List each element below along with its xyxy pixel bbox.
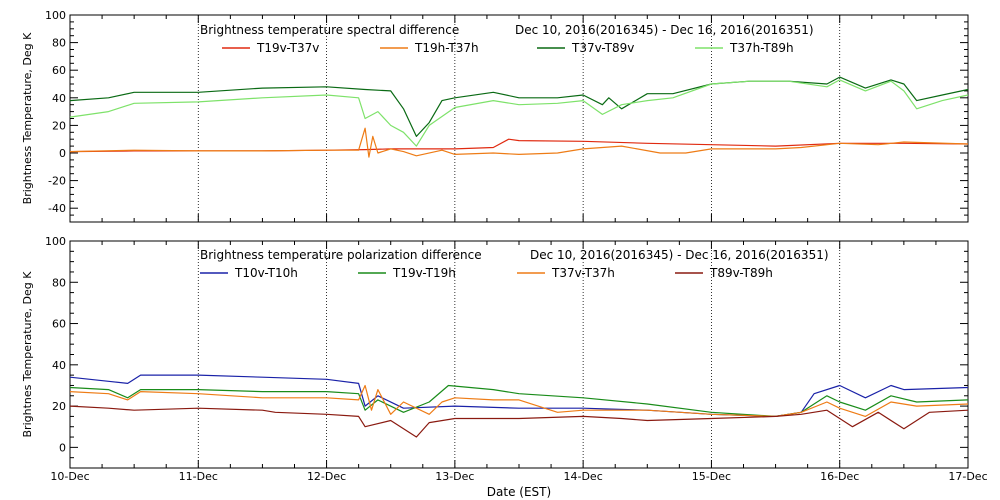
y-axis-label: Brightness Temperature, Deg K <box>21 32 34 204</box>
legend-label: T19h-T37h <box>414 41 479 55</box>
y-tick-label: 60 <box>52 318 66 331</box>
series-line-T37v-T37h <box>69 384 969 417</box>
y-tick-label: -40 <box>48 202 66 215</box>
legend-label: T37v-T37h <box>551 266 615 280</box>
x-tick-label: 17-Dec <box>948 470 987 483</box>
series-line-T19v-T19h <box>69 384 969 417</box>
y-tick-label: 0 <box>59 441 66 454</box>
series-line-T89v-T89h <box>69 405 969 438</box>
y-tick-label: 40 <box>52 92 66 105</box>
y-tick-label: -20 <box>48 175 66 188</box>
y-tick-label: 80 <box>52 37 66 50</box>
y-tick-label: 100 <box>45 9 66 22</box>
chart-subtitle: Dec 10, 2016(2016345) - Dec 16, 2016(201… <box>530 248 829 262</box>
x-tick-label: 12-Dec <box>307 470 346 483</box>
series-line-T10v-T10h <box>69 374 969 417</box>
chart-title: Brightness temperature spectral differen… <box>200 23 459 37</box>
series-line-T19v-T37v <box>69 138 969 153</box>
y-tick-label: 100 <box>45 235 66 248</box>
x-tick-label: 15-Dec <box>692 470 731 483</box>
y-tick-label: 60 <box>52 64 66 77</box>
plot-frame-2 <box>69 240 969 469</box>
legend-label: T89v-T89h <box>709 266 773 280</box>
plot-frame-1 <box>69 14 969 223</box>
legend-label: T37h-T89h <box>729 41 794 55</box>
legend-label: T19v-T37v <box>256 41 319 55</box>
legend-label: T19v-T19h <box>392 266 456 280</box>
y-tick-label: 0 <box>59 147 66 160</box>
series-line-T37h-T89h <box>69 79 969 147</box>
y-tick-label: 80 <box>52 276 66 289</box>
x-tick-label: 10-Dec <box>50 470 89 483</box>
x-axis-label: Date (EST) <box>487 485 551 499</box>
x-tick-label: 11-Dec <box>179 470 218 483</box>
x-tick-label: 14-Dec <box>564 470 603 483</box>
y-tick-label: 20 <box>52 119 66 132</box>
x-tick-label: 16-Dec <box>820 470 859 483</box>
series-line-T37v-T89v <box>69 76 969 137</box>
y-tick-label: 20 <box>52 400 66 413</box>
chart-subtitle: Dec 10, 2016(2016345) - Dec 16, 2016(201… <box>515 23 814 37</box>
y-axis-label: Brightnes Temperature, Deg K <box>21 271 34 438</box>
x-tick-label: 13-Dec <box>435 470 474 483</box>
series-line-T19h-T37h <box>69 127 969 158</box>
legend-label: T37v-T89v <box>571 41 634 55</box>
chart-title: Brightness temperature polarization diff… <box>200 248 482 262</box>
y-tick-label: 40 <box>52 359 66 372</box>
legend-label: T10v-T10h <box>234 266 298 280</box>
